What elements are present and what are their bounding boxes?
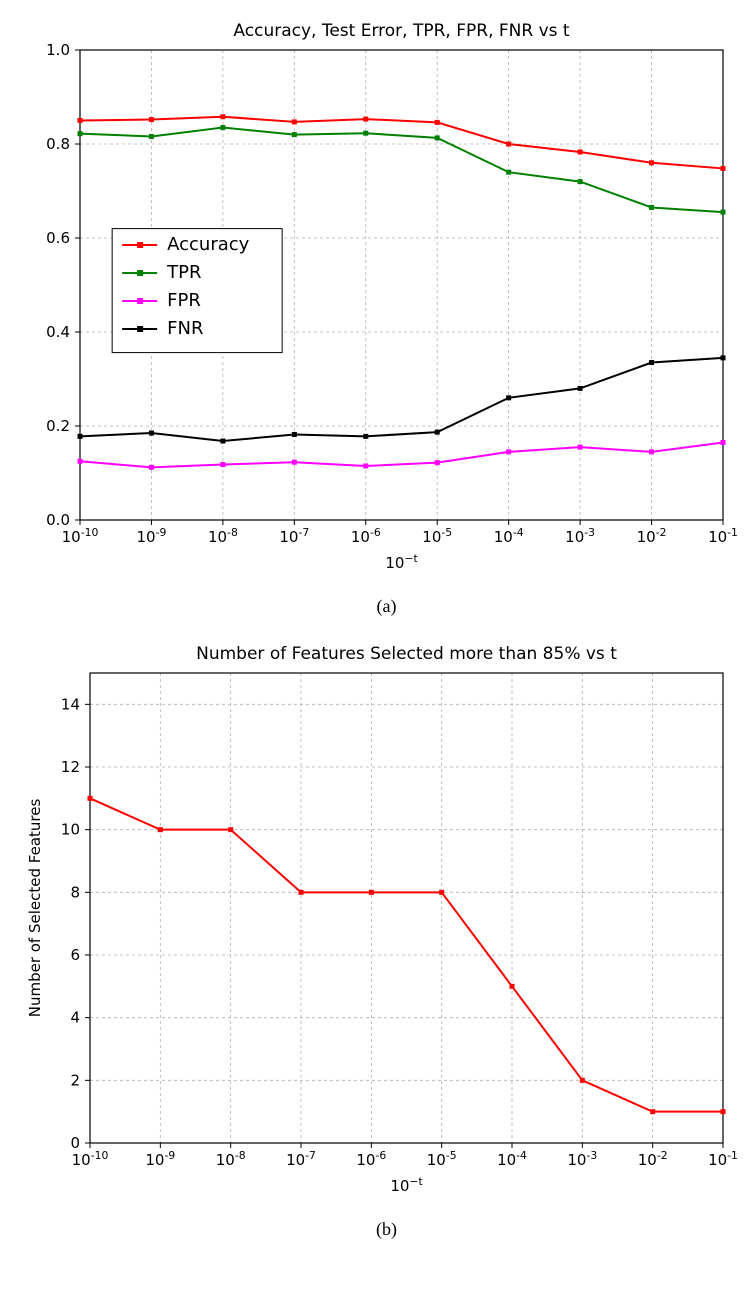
svg-text:10-5: 10-5: [427, 1149, 457, 1170]
svg-text:10-7: 10-7: [286, 1149, 316, 1170]
svg-text:10-3: 10-3: [567, 1149, 597, 1170]
svg-text:10-3: 10-3: [565, 526, 595, 547]
svg-text:10-2: 10-2: [637, 526, 667, 547]
svg-text:TPR: TPR: [166, 262, 201, 283]
svg-text:0.2: 0.2: [46, 417, 70, 435]
svg-text:Accuracy, Test Error, TPR, FPR: Accuracy, Test Error, TPR, FPR, FNR vs t: [233, 21, 569, 41]
svg-text:10-1: 10-1: [708, 526, 738, 547]
svg-text:10−t: 10−t: [385, 552, 417, 573]
svg-text:Number of Selected Features: Number of Selected Features: [26, 799, 44, 1018]
svg-text:12: 12: [61, 758, 80, 776]
svg-text:10-9: 10-9: [137, 526, 167, 547]
svg-text:1.0: 1.0: [46, 41, 70, 59]
subcaption-b: (b): [10, 1219, 753, 1240]
svg-text:10-7: 10-7: [279, 526, 309, 547]
chart-a-container: 10-1010-910-810-710-610-510-410-310-210-…: [10, 10, 753, 590]
svg-text:10: 10: [61, 821, 80, 839]
svg-text:Accuracy: Accuracy: [167, 234, 250, 255]
chart-a: 10-1010-910-810-710-610-510-410-310-210-…: [10, 10, 743, 590]
svg-text:10-4: 10-4: [494, 526, 524, 547]
svg-text:10-4: 10-4: [497, 1149, 527, 1170]
chart-b-container: 10-1010-910-810-710-610-510-410-310-210-…: [10, 633, 753, 1213]
svg-text:4: 4: [70, 1009, 80, 1027]
svg-text:10-6: 10-6: [356, 1149, 386, 1170]
svg-text:14: 14: [61, 695, 80, 713]
chart-b: 10-1010-910-810-710-610-510-410-310-210-…: [10, 633, 743, 1213]
svg-text:0: 0: [70, 1134, 80, 1152]
svg-text:0.6: 0.6: [46, 229, 70, 247]
svg-text:8: 8: [70, 883, 80, 901]
svg-text:FNR: FNR: [167, 318, 203, 339]
svg-text:10-2: 10-2: [638, 1149, 668, 1170]
svg-text:10-6: 10-6: [351, 526, 381, 547]
svg-text:0.8: 0.8: [46, 135, 70, 153]
svg-text:10−t: 10−t: [390, 1175, 422, 1196]
svg-text:10-5: 10-5: [422, 526, 452, 547]
svg-text:0.4: 0.4: [46, 323, 70, 341]
svg-text:0.0: 0.0: [46, 511, 70, 529]
svg-text:2: 2: [70, 1071, 80, 1089]
svg-text:10-9: 10-9: [145, 1149, 175, 1170]
svg-text:6: 6: [70, 946, 80, 964]
svg-text:FPR: FPR: [167, 290, 201, 311]
svg-text:10-8: 10-8: [216, 1149, 246, 1170]
svg-text:Number of Features Selected mo: Number of Features Selected more than 85…: [196, 644, 617, 664]
svg-text:10-1: 10-1: [708, 1149, 738, 1170]
svg-text:10-8: 10-8: [208, 526, 238, 547]
subcaption-a: (a): [10, 596, 753, 617]
